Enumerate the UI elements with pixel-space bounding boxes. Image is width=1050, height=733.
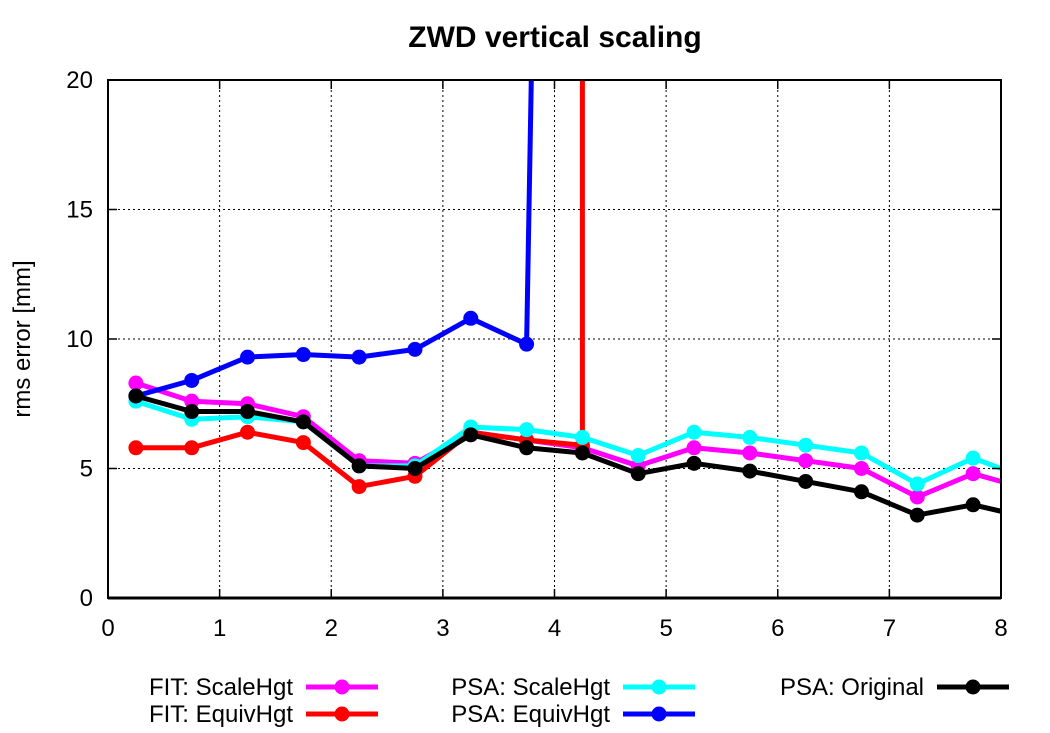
data-point — [742, 429, 758, 445]
chart-title: ZWD vertical scaling — [408, 21, 701, 54]
data-point — [574, 445, 590, 461]
legend-marker — [651, 706, 667, 722]
x-tick-label: 3 — [436, 615, 449, 642]
x-tick-label: 0 — [101, 615, 114, 642]
x-tick-label: 6 — [771, 615, 784, 642]
data-point — [128, 440, 144, 456]
data-point — [407, 341, 423, 357]
legend-marker — [334, 706, 350, 722]
data-point — [574, 429, 590, 445]
data-point — [519, 440, 535, 456]
data-point — [853, 484, 869, 500]
data-point — [798, 437, 814, 453]
x-tick-label: 5 — [659, 615, 672, 642]
y-tick-label: 5 — [80, 456, 93, 483]
data-point — [909, 507, 925, 523]
data-point — [965, 466, 981, 482]
data-point — [184, 440, 200, 456]
data-point — [686, 424, 702, 440]
series-psa-equivhgt — [128, 80, 535, 404]
data-point — [128, 375, 144, 391]
legend-entry: PSA: EquivHgt — [451, 701, 695, 728]
data-point — [909, 489, 925, 505]
y-axis-label: rms error [mm] — [9, 260, 36, 417]
data-point — [240, 349, 256, 365]
legend-entry: PSA: Original — [780, 674, 1009, 701]
data-point — [519, 336, 535, 352]
data-point — [798, 453, 814, 469]
data-point — [240, 404, 256, 420]
data-point — [184, 404, 200, 420]
data-point — [463, 310, 479, 326]
grid — [108, 80, 1001, 598]
data-point — [184, 372, 200, 388]
y-tick-label: 20 — [66, 67, 93, 94]
y-tick-label: 15 — [66, 197, 93, 224]
legend-marker — [334, 679, 350, 695]
data-point — [965, 497, 981, 513]
data-point — [184, 393, 200, 409]
data-point — [686, 440, 702, 456]
x-tick-label: 1 — [213, 615, 226, 642]
data-point — [351, 349, 367, 365]
data-point — [295, 347, 311, 363]
data-point — [630, 466, 646, 482]
data-point — [351, 458, 367, 474]
y-tick-label: 0 — [80, 585, 93, 612]
legend-marker — [965, 679, 981, 695]
x-tick-label: 8 — [994, 615, 1007, 642]
data-point — [630, 448, 646, 464]
data-point — [295, 435, 311, 451]
data-point — [686, 455, 702, 471]
data-point — [463, 427, 479, 443]
series-group — [128, 80, 1001, 523]
data-point — [742, 463, 758, 479]
legend-label: FIT: ScaleHgt — [149, 674, 293, 701]
ticks: 0 1 2 3 4 5 6 7 8 0 5 10 15 20 — [66, 67, 1007, 642]
data-point — [853, 445, 869, 461]
data-point — [351, 479, 367, 495]
data-point — [128, 388, 144, 404]
data-point — [407, 461, 423, 476]
x-tick-label: 7 — [883, 615, 896, 642]
data-point — [853, 461, 869, 476]
data-point — [240, 424, 256, 440]
x-tick-label: 2 — [325, 615, 338, 642]
series-psa-original — [128, 388, 1001, 523]
series-line — [135, 80, 534, 399]
legend-entry: FIT: EquivHgt — [149, 701, 378, 728]
legend-label: PSA: Original — [780, 674, 924, 701]
legend-label: PSA: ScaleHgt — [451, 674, 610, 701]
series-line — [135, 80, 585, 490]
legend-label: FIT: EquivHgt — [149, 701, 293, 728]
legend-marker — [651, 679, 667, 695]
data-point — [742, 445, 758, 461]
legend-entry: FIT: ScaleHgt — [149, 674, 378, 701]
y-tick-label: 10 — [66, 326, 93, 353]
x-tick-label: 4 — [548, 615, 561, 642]
legend-entry: PSA: ScaleHgt — [451, 674, 695, 701]
data-point — [295, 414, 311, 430]
data-point — [519, 422, 535, 438]
data-point — [965, 450, 981, 466]
data-point — [798, 473, 814, 489]
data-point — [909, 476, 925, 492]
legend-label: PSA: EquivHgt — [451, 701, 610, 728]
